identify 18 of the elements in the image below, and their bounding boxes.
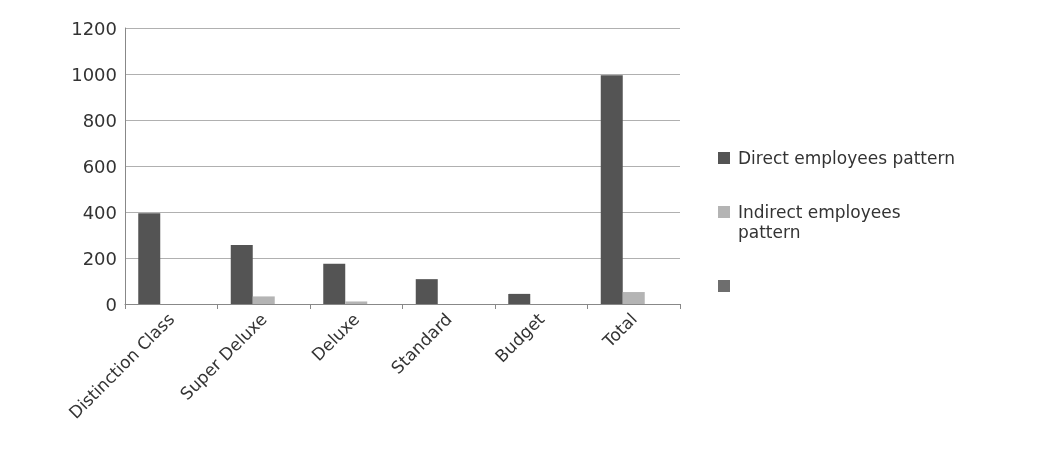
bar [230, 245, 253, 304]
y-tick-label: 400 [82, 201, 117, 223]
legend-label: Direct employees pattern [738, 148, 955, 168]
bar [600, 75, 623, 304]
bar [415, 279, 438, 304]
bar [622, 292, 645, 304]
y-tick-label: 1000 [71, 63, 117, 85]
bar [138, 213, 161, 304]
y-tick-label: 800 [82, 109, 117, 131]
y-tick-label: 1200 [71, 17, 117, 39]
y-tick-label: 600 [82, 155, 117, 177]
bar [345, 301, 368, 304]
bar [508, 293, 531, 304]
y-tick-label: 200 [82, 247, 117, 269]
legend-label: Indirect employees pattern [738, 202, 902, 242]
bar [252, 296, 275, 304]
bar [323, 263, 346, 304]
y-tick-label: 0 [105, 293, 117, 315]
